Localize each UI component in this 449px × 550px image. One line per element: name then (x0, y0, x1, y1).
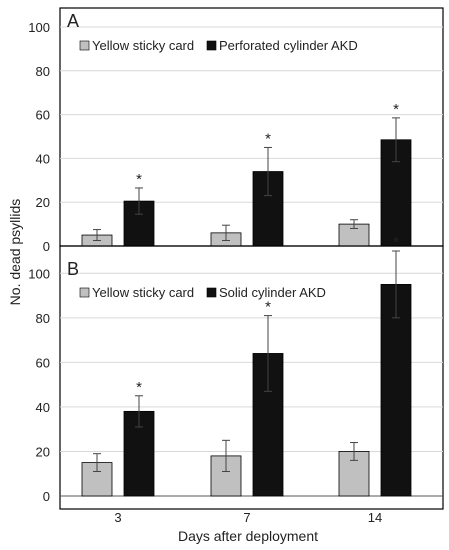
y-tick-label: 80 (36, 311, 50, 326)
bar (380, 284, 412, 497)
x-tick-label: 3 (114, 510, 121, 525)
panel-b: 0 20 40 60 80 100 B Yellow sticky card Solid cyl… (28, 234, 444, 525)
x-axis-label: Days after deployment (178, 528, 318, 544)
significance-marker: * (136, 171, 142, 188)
legend: Yellow sticky card Perforated cylinder AK… (79, 38, 358, 53)
legend-swatch (206, 40, 217, 51)
y-tick-label: 0 (43, 489, 50, 504)
y-tick-label: 0 (43, 239, 50, 254)
significance-marker: * (393, 101, 399, 118)
panel-label: A (67, 11, 79, 31)
significance-marker: * (136, 379, 142, 396)
panel-a: 0 20 40 60 80 100 A Yellow sticky card Perforate… (28, 7, 444, 254)
y-tick-label: 100 (28, 20, 50, 35)
legend-label: Yellow sticky card (92, 285, 194, 300)
chart-panels: 0 20 40 60 80 100 A Yellow sticky card Perforate… (28, 7, 444, 525)
y-tick-label: 20 (36, 195, 50, 210)
legend-label: Perforated cylinder AKD (219, 38, 358, 53)
legend: Yellow sticky card Solid cylinder AKD (79, 285, 326, 300)
x-tick-label: 14 (368, 510, 382, 525)
legend-swatch (79, 40, 90, 51)
legend-label: Solid cylinder AKD (219, 285, 326, 300)
y-tick-label: 60 (36, 108, 50, 123)
y-tick-label: 40 (36, 151, 50, 166)
significance-marker: * (265, 130, 271, 147)
panel-label: B (67, 259, 79, 279)
x-tick-label: 7 (243, 510, 250, 525)
y-tick-label: 20 (36, 444, 50, 459)
legend-swatch (206, 287, 217, 298)
y-tick-label: 40 (36, 400, 50, 415)
legend-swatch (79, 287, 90, 298)
legend-label: Yellow sticky card (92, 38, 194, 53)
y-tick-label: 100 (28, 266, 50, 281)
panel-frame (59, 245, 444, 510)
y-tick-label: 80 (36, 64, 50, 79)
significance-marker: * (265, 299, 271, 316)
y-tick-label: 60 (36, 355, 50, 370)
y-axis-label: No. dead psyllids (7, 199, 23, 306)
significance-marker: * (393, 234, 399, 251)
